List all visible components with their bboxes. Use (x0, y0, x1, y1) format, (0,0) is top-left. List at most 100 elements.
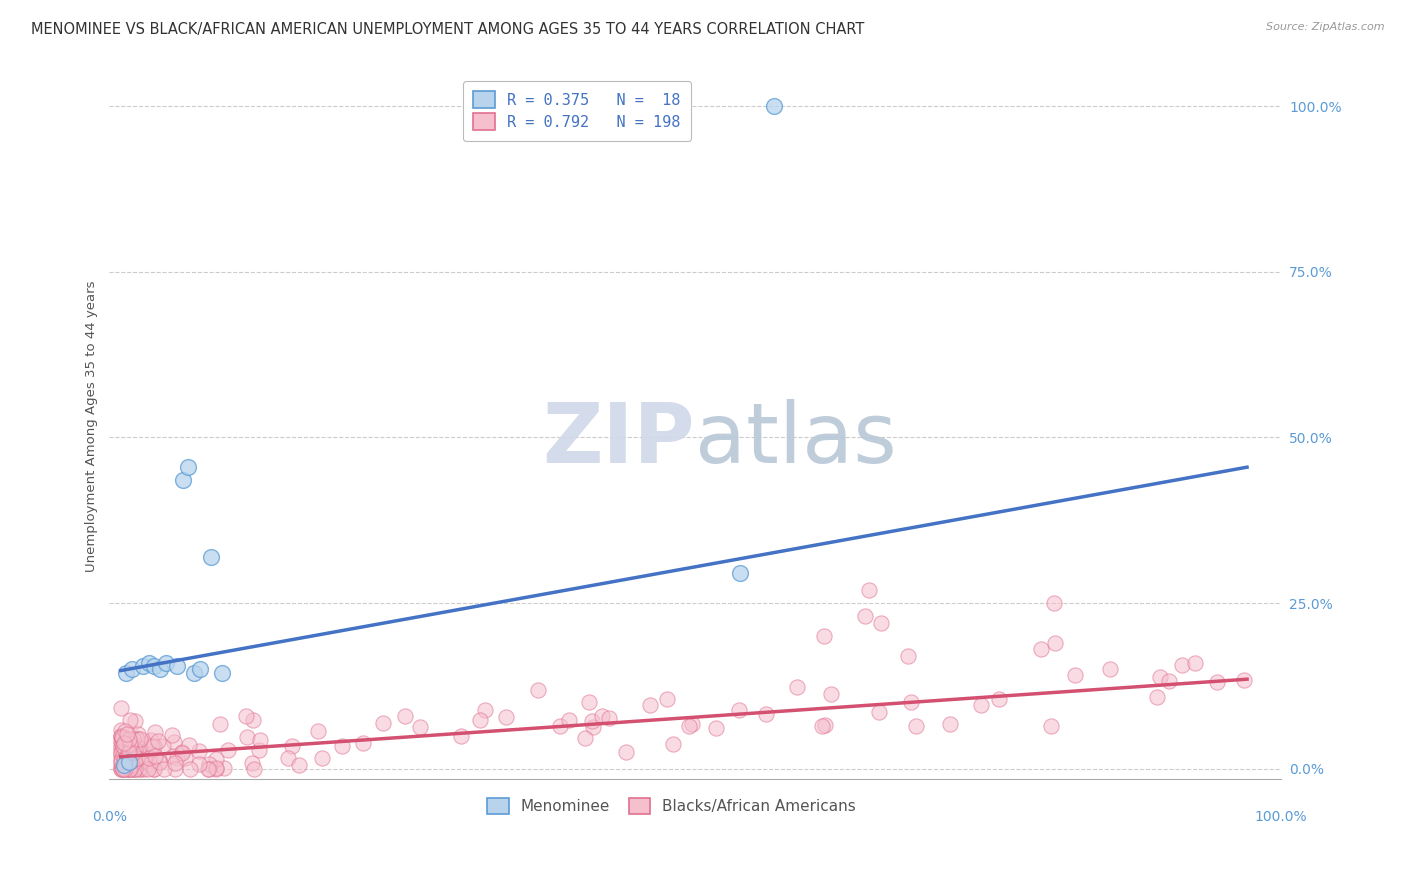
Point (110, 743, 132, 757)
Point (662, 737, 685, 751)
Point (129, 731, 152, 746)
Point (820, 687, 842, 701)
Point (118, 762, 141, 776)
Point (409, 720, 432, 734)
Point (115, 747, 138, 761)
Point (115, 727, 138, 741)
Point (117, 759, 139, 773)
Point (655, 692, 678, 706)
Point (111, 741, 134, 756)
Point (121, 746, 143, 760)
Point (177, 738, 200, 752)
Point (371, 715, 394, 730)
Point (112, 747, 135, 761)
Point (1040, 719, 1063, 733)
Point (236, 730, 259, 744)
Point (143, 659, 166, 673)
Point (166, 751, 188, 765)
Point (142, 739, 165, 753)
Point (209, 716, 232, 731)
Point (124, 762, 146, 776)
Point (163, 756, 186, 771)
Point (127, 751, 149, 765)
Point (112, 760, 135, 774)
Point (582, 720, 605, 734)
Point (124, 762, 146, 776)
Point (111, 762, 134, 776)
Point (110, 747, 132, 761)
Point (904, 719, 927, 733)
Point (330, 739, 353, 753)
Point (394, 709, 416, 723)
Point (115, 731, 138, 746)
Point (110, 700, 132, 714)
Point (813, 629, 835, 643)
Point (122, 746, 145, 760)
Point (247, 743, 270, 757)
Point (117, 747, 139, 761)
Point (870, 615, 893, 630)
Point (129, 752, 152, 766)
Point (939, 716, 962, 731)
Text: MENOMINEE VS BLACK/AFRICAN AMERICAN UNEMPLOYMENT AMONG AGES 35 TO 44 YEARS CORRE: MENOMINEE VS BLACK/AFRICAN AMERICAN UNEM… (31, 22, 865, 37)
Point (112, 754, 135, 768)
Point (1205, 675, 1227, 690)
Point (352, 736, 374, 750)
Point (124, 762, 146, 776)
Point (138, 756, 160, 771)
Point (242, 756, 264, 770)
Point (141, 739, 163, 754)
Point (110, 739, 132, 754)
Point (117, 733, 139, 747)
Point (1146, 690, 1168, 705)
Point (117, 744, 139, 758)
Point (111, 738, 134, 752)
Point (138, 751, 160, 765)
Point (868, 705, 890, 719)
Point (205, 761, 228, 775)
Point (1043, 636, 1066, 650)
Point (155, 656, 177, 670)
Point (527, 683, 550, 698)
Point (548, 719, 571, 733)
Point (638, 698, 661, 712)
Point (205, 762, 228, 776)
Point (1184, 656, 1206, 670)
Point (138, 751, 160, 765)
Point (242, 713, 264, 727)
Point (110, 756, 132, 770)
Point (132, 753, 155, 767)
Text: Source: ZipAtlas.com: Source: ZipAtlas.com (1267, 22, 1385, 32)
Point (110, 758, 132, 772)
Point (125, 731, 148, 746)
Point (149, 662, 172, 676)
Point (124, 714, 146, 729)
Point (166, 659, 188, 673)
Point (149, 756, 172, 770)
Point (183, 665, 205, 680)
Point (111, 731, 134, 745)
Point (581, 714, 603, 728)
Point (1149, 670, 1171, 684)
Point (114, 751, 136, 765)
Point (114, 724, 136, 739)
Point (136, 762, 159, 776)
Point (112, 736, 135, 750)
Point (121, 762, 143, 776)
Point (112, 762, 135, 776)
Point (172, 474, 194, 488)
Point (204, 752, 226, 766)
Point (681, 716, 703, 731)
Point (112, 739, 135, 754)
Point (853, 609, 876, 624)
Point (127, 726, 149, 740)
Point (118, 739, 141, 753)
Point (129, 762, 152, 776)
Point (786, 680, 808, 694)
Point (120, 747, 142, 762)
Point (128, 741, 150, 756)
Point (243, 762, 266, 776)
Point (115, 737, 138, 751)
Point (200, 549, 222, 564)
Point (153, 762, 176, 776)
